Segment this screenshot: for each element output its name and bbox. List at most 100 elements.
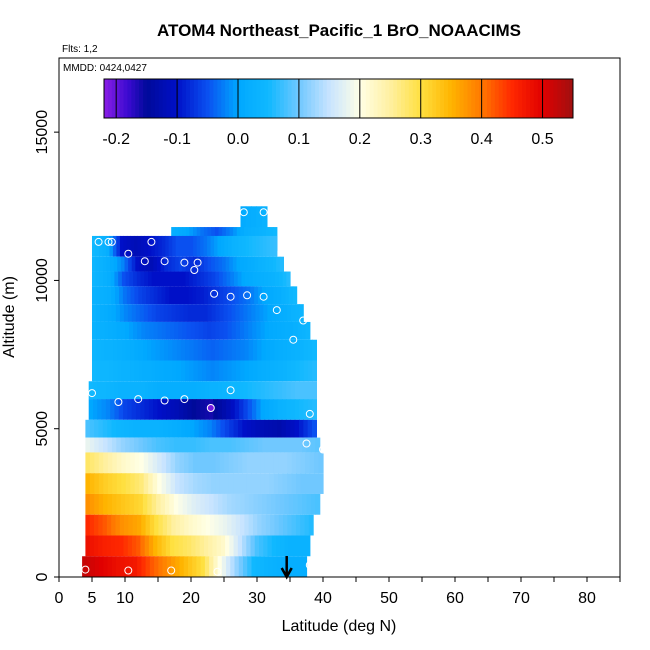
heatmap-cell bbox=[117, 473, 122, 494]
heatmap-cell bbox=[215, 452, 220, 473]
heatmap-cell bbox=[278, 452, 283, 473]
colorbar-swatch bbox=[370, 79, 374, 118]
heatmap-cell bbox=[190, 257, 194, 272]
heatmap-cell bbox=[151, 420, 156, 438]
heatmap-cell bbox=[293, 438, 298, 453]
heatmap-cell bbox=[117, 452, 122, 473]
heatmap-cell bbox=[231, 515, 236, 536]
colorbar-tick-label: 0.0 bbox=[227, 131, 249, 148]
heatmap-cell bbox=[107, 535, 112, 556]
heatmap-cell bbox=[114, 272, 118, 287]
heatmap-cell bbox=[96, 304, 101, 322]
heatmap-cell bbox=[253, 438, 258, 453]
heatmap-cell bbox=[122, 361, 127, 382]
colorbar-swatch bbox=[436, 79, 440, 118]
heatmap-cell bbox=[130, 473, 135, 494]
heatmap-cell bbox=[211, 473, 216, 494]
heatmap-cell bbox=[100, 340, 105, 361]
heatmap-cell bbox=[251, 420, 256, 438]
heatmap-cell bbox=[221, 236, 225, 257]
heatmap-cell bbox=[262, 286, 266, 304]
heatmap-cell bbox=[134, 340, 139, 361]
heatmap-cell bbox=[302, 494, 307, 515]
heatmap-cell bbox=[287, 452, 292, 473]
heatmap-cell bbox=[299, 381, 304, 399]
colorbar-swatch bbox=[401, 79, 405, 118]
heatmap-cell bbox=[155, 236, 159, 257]
heatmap-cell bbox=[221, 535, 226, 556]
heatmap-cell bbox=[116, 420, 121, 438]
heatmap-cell bbox=[112, 438, 117, 453]
heatmap-cell bbox=[209, 438, 214, 453]
heatmap-cell bbox=[208, 286, 212, 304]
colorbar-swatch bbox=[507, 79, 511, 118]
heatmap-cell bbox=[146, 286, 150, 304]
heatmap-cell bbox=[183, 236, 187, 257]
heatmap-cell bbox=[204, 257, 208, 272]
heatmap-cell bbox=[116, 304, 121, 322]
heatmap-cell bbox=[270, 236, 274, 257]
heatmap-cell bbox=[308, 340, 313, 361]
heatmap-cell bbox=[208, 535, 213, 556]
heatmap-cell bbox=[184, 473, 189, 494]
heatmap-cell bbox=[215, 473, 220, 494]
heatmap-cell bbox=[161, 494, 166, 515]
heatmap-cell bbox=[234, 272, 238, 287]
colorbar-swatch bbox=[174, 79, 178, 118]
heatmap-cell bbox=[280, 257, 284, 272]
heatmap-cell bbox=[189, 452, 194, 473]
heatmap-cell bbox=[236, 340, 241, 361]
heatmap-cell bbox=[216, 304, 221, 322]
heatmap-cell bbox=[299, 399, 304, 420]
heatmap-cell bbox=[211, 236, 215, 257]
heatmap-cell bbox=[103, 272, 107, 287]
heatmap-cell bbox=[190, 236, 194, 257]
heatmap-cell bbox=[238, 473, 243, 494]
heatmap-cell bbox=[117, 257, 121, 272]
heatmap-cell bbox=[90, 438, 95, 453]
heatmap-cell bbox=[154, 515, 159, 536]
heatmap-cell bbox=[289, 494, 294, 515]
heatmap-cell bbox=[286, 272, 290, 287]
colorbar-swatch bbox=[378, 79, 382, 118]
heatmap-cell bbox=[184, 452, 189, 473]
heatmap-cell bbox=[137, 236, 141, 257]
heatmap-cell bbox=[117, 361, 122, 382]
heatmap-cell bbox=[247, 257, 251, 272]
heatmap-cell bbox=[99, 473, 104, 494]
heatmap-cell bbox=[240, 361, 245, 382]
y-tick-label: 10000 bbox=[34, 258, 51, 303]
heatmap-cell bbox=[125, 438, 130, 453]
colorbar-swatch bbox=[131, 79, 135, 118]
heatmap-cell bbox=[94, 535, 99, 556]
heatmap-cell bbox=[159, 420, 164, 438]
heatmap-cell bbox=[124, 515, 129, 536]
colorbar-swatch bbox=[311, 79, 315, 118]
heatmap-cell bbox=[107, 272, 111, 287]
heatmap-cell bbox=[199, 420, 204, 438]
heatmap-cell bbox=[248, 381, 253, 399]
heatmap-cell bbox=[263, 535, 268, 556]
heatmap-cell bbox=[175, 257, 179, 272]
heatmap-cell bbox=[94, 438, 99, 453]
heatmap-cell bbox=[177, 420, 182, 438]
heatmap-cell bbox=[268, 420, 273, 438]
heatmap-cell bbox=[217, 535, 222, 556]
heatmap-cell bbox=[92, 304, 97, 322]
heatmap-cell bbox=[242, 420, 247, 438]
colorbar-swatch bbox=[550, 79, 554, 118]
heatmap-cell bbox=[144, 272, 148, 287]
x-tick-label: 20 bbox=[182, 590, 200, 607]
heatmap-cell bbox=[134, 236, 138, 257]
heatmap-cell bbox=[299, 420, 304, 438]
heatmap-cell bbox=[158, 322, 163, 340]
heatmap-cell bbox=[283, 304, 288, 322]
colorbar-swatch bbox=[475, 79, 479, 118]
heatmap-cell bbox=[154, 556, 159, 577]
heatmap-cell bbox=[292, 473, 297, 494]
heatmap-cell bbox=[112, 473, 117, 494]
colorbar-swatch bbox=[256, 79, 260, 118]
heatmap-cell bbox=[200, 494, 205, 515]
heatmap-cell bbox=[192, 556, 197, 577]
heatmap-cell bbox=[282, 399, 287, 420]
